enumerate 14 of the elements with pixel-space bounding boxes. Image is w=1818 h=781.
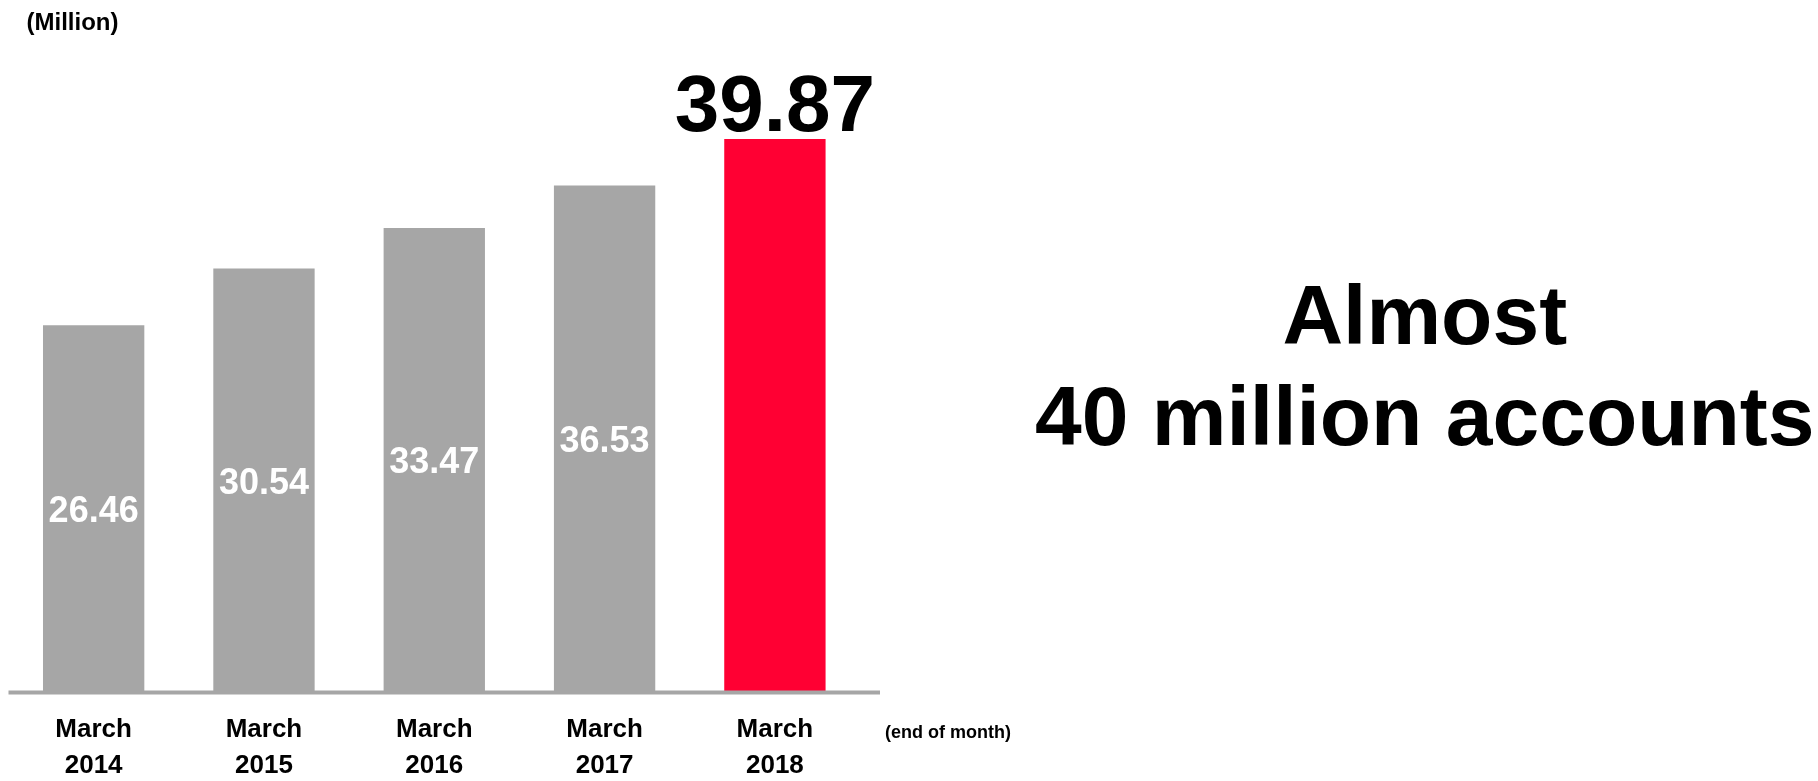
data-label: 26.46 <box>48 488 139 530</box>
data-label: 39.87 <box>674 59 876 149</box>
data-label: 33.47 <box>389 440 480 482</box>
text: Almost 40 million accounts <box>1035 267 1815 465</box>
bar <box>724 139 826 693</box>
x-tick-label: March 2014 <box>55 712 132 779</box>
y-axis-title: (Million) <box>26 7 119 35</box>
x-tick-label: March 2017 <box>566 712 643 779</box>
x-axis-title: (end of month) <box>885 721 1011 744</box>
data-label: 36.53 <box>559 418 650 460</box>
x-tick-label: March 2018 <box>736 712 814 779</box>
data-label: 30.54 <box>218 460 310 502</box>
x-tick-label: March 2015 <box>225 712 303 779</box>
x-tick-label: March 2016 <box>395 712 473 779</box>
